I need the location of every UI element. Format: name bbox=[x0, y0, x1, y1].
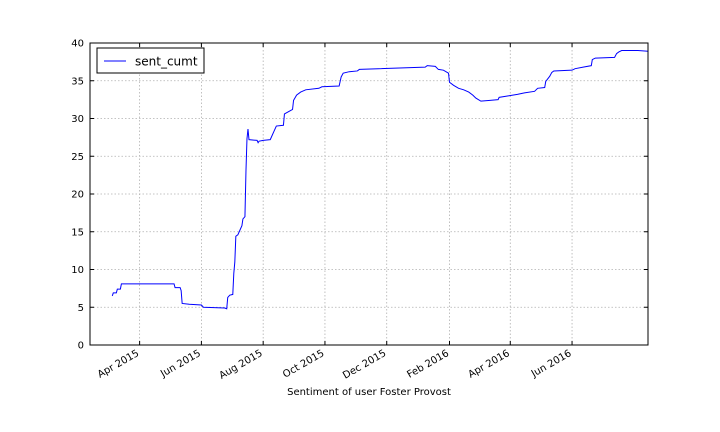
x-tick-label: Jun 2015 bbox=[158, 348, 203, 380]
legend-label-sent-cumt: sent_cumt bbox=[135, 55, 198, 69]
y-tick-label: 15 bbox=[71, 227, 84, 238]
series-line-sent-cumt bbox=[111, 50, 649, 310]
legend: sent_cumt bbox=[96, 47, 205, 74]
y-tick-label: 0 bbox=[78, 341, 84, 352]
y-tick-label: 25 bbox=[71, 152, 84, 163]
y-tick-label: 20 bbox=[71, 190, 84, 201]
x-tick-label: Apr 2015 bbox=[96, 348, 141, 380]
x-axis-label: Sentiment of user Foster Provost bbox=[287, 387, 451, 398]
x-axis: Apr 2015 Jun 2015 Aug 2015 Oct 2015 Dec 2015… bbox=[96, 43, 574, 382]
x-tick-label: Dec 2015 bbox=[341, 348, 388, 382]
plot-frame bbox=[89, 42, 649, 346]
x-tick-label: Feb 2016 bbox=[405, 348, 451, 381]
y-tick-label: 40 bbox=[71, 39, 84, 50]
x-tick-label: Oct 2015 bbox=[281, 348, 326, 380]
x-tick-label: Aug 2015 bbox=[217, 348, 264, 382]
y-tick-label: 5 bbox=[78, 303, 84, 314]
x-tick-label: Jun 2016 bbox=[529, 348, 574, 380]
x-tick-label: Apr 2016 bbox=[466, 348, 511, 380]
grid-lines bbox=[90, 42, 648, 346]
y-tick-label: 30 bbox=[71, 114, 84, 125]
y-tick-label: 10 bbox=[71, 265, 84, 276]
series-layer bbox=[111, 50, 649, 310]
y-axis: 0 5 10 15 20 25 30 35 40 bbox=[71, 39, 648, 352]
y-tick-label: 35 bbox=[71, 76, 84, 87]
